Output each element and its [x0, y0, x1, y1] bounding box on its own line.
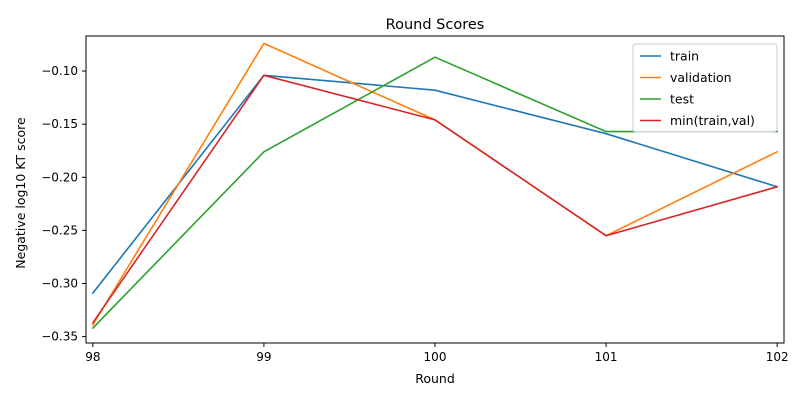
x-tick-label: 102 — [766, 350, 789, 364]
y-tick-label: −0.15 — [41, 117, 78, 131]
legend-frame — [632, 43, 778, 133]
y-tick-label: −0.10 — [41, 64, 78, 78]
y-tick-label: −0.35 — [41, 330, 78, 344]
x-tick-label: 98 — [85, 350, 100, 364]
legend-label-2: test — [670, 92, 694, 107]
y-axis-label: Negative log10 KT score — [13, 117, 28, 269]
x-axis-label: Round — [415, 371, 455, 386]
x-tick-label: 101 — [595, 350, 618, 364]
y-tick-label: −0.25 — [41, 223, 78, 237]
chart-title: Round Scores — [386, 17, 485, 33]
series-line-3 — [91, 74, 779, 324]
plot-area-frame — [85, 35, 785, 344]
legend-label-0: train — [670, 49, 699, 64]
x-tick-label: 100 — [424, 350, 447, 364]
legend: train validation test min(train,val) — [632, 43, 778, 133]
legend-label-1: validation — [670, 70, 732, 85]
series-line-0 — [91, 74, 779, 295]
y-tick-label: −0.20 — [41, 170, 78, 184]
x-tick-label: 99 — [256, 350, 271, 364]
series-layer — [91, 42, 779, 330]
y-tick-label: −0.30 — [41, 277, 78, 291]
ticks-layer: 98 99 100 101 102 −0.35 −0.30 −0.25 −0.20 −0.15 −0… — [41, 64, 788, 364]
legend-label-3: min(train,val) — [670, 113, 755, 128]
